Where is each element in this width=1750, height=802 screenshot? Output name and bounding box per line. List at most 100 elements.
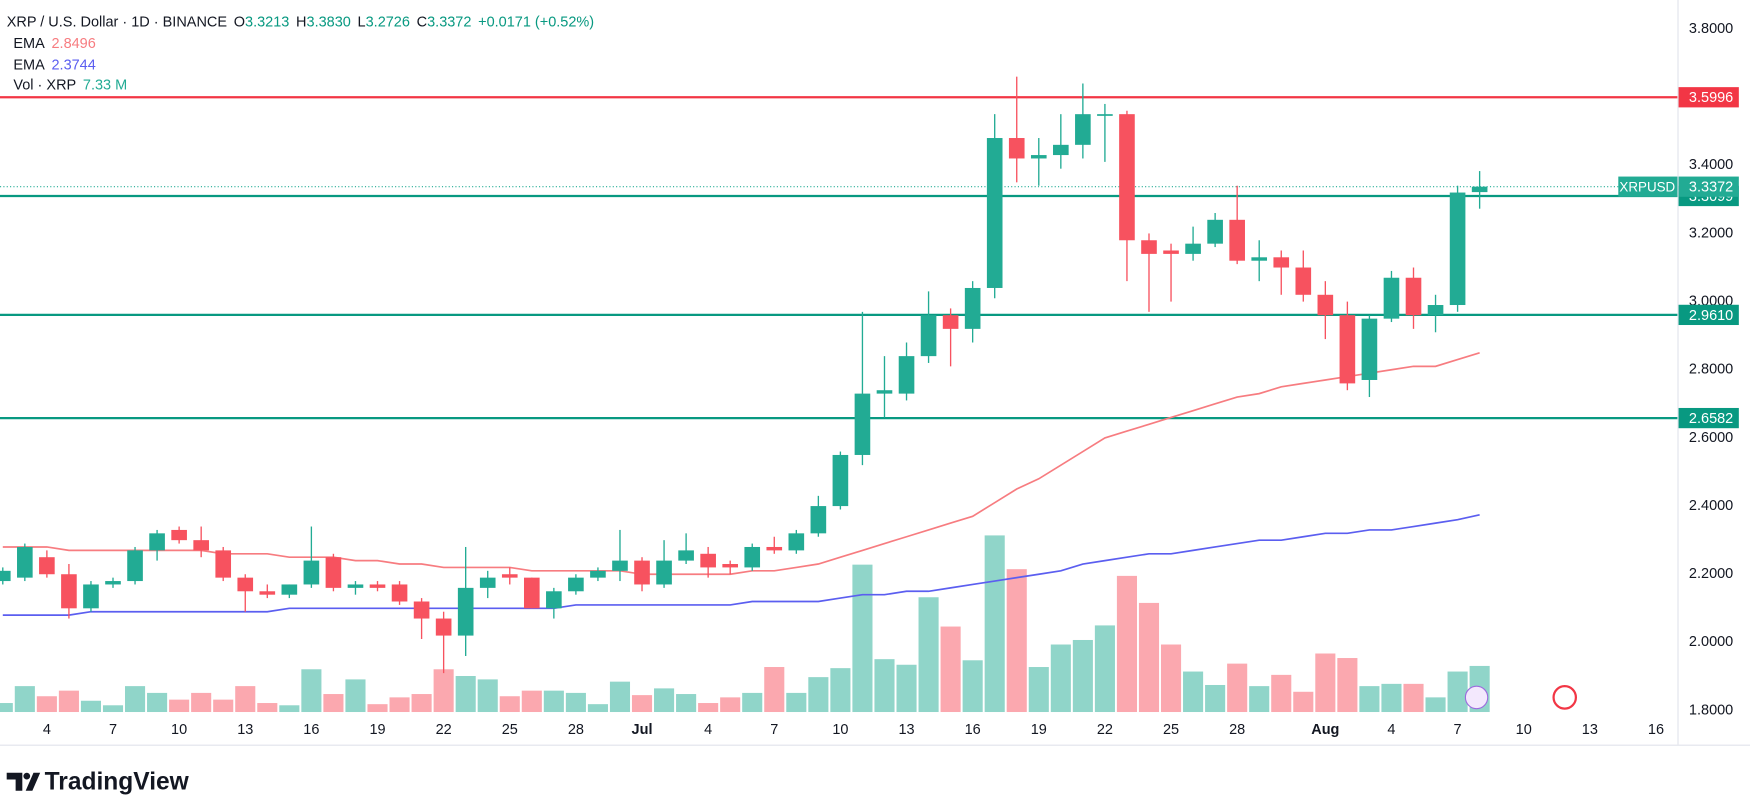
candle-body bbox=[0, 570, 11, 582]
candle-body bbox=[1163, 250, 1179, 254]
candle-body bbox=[832, 454, 849, 507]
y-tick-label: 2.2000 bbox=[1689, 566, 1733, 582]
x-tick-label: 4 bbox=[43, 722, 51, 738]
candle-body bbox=[39, 557, 55, 575]
candle-body bbox=[413, 601, 430, 619]
candle-body bbox=[1185, 243, 1201, 254]
candle-body bbox=[1251, 257, 1268, 261]
level-label: 3.5996 bbox=[1689, 90, 1733, 106]
candle-body bbox=[127, 550, 143, 582]
candle-body bbox=[1141, 240, 1157, 254]
candle-body bbox=[1053, 144, 1069, 156]
volume-bar bbox=[499, 696, 520, 713]
y-tick-label: 3.8000 bbox=[1689, 21, 1733, 37]
volume-bar bbox=[676, 694, 697, 713]
volume-bar bbox=[720, 697, 741, 713]
o-label: O bbox=[234, 14, 245, 30]
volume-bar bbox=[1447, 671, 1468, 713]
level-tag bbox=[1678, 87, 1739, 108]
candle-body bbox=[237, 577, 254, 592]
candle-body bbox=[171, 529, 187, 541]
candle-body bbox=[61, 574, 77, 609]
ema-line bbox=[2, 352, 1480, 576]
svg-text:XRP / U.S. Dollar · 1D · BINAN: XRP / U.S. Dollar · 1D · BINANCE O3.3213 H… bbox=[7, 14, 594, 30]
volume-bar bbox=[962, 660, 983, 713]
x-tick-label: 19 bbox=[369, 722, 385, 738]
ema-name: EMA bbox=[13, 36, 45, 52]
candle-body bbox=[1361, 318, 1378, 380]
volume-bar bbox=[631, 695, 653, 713]
h-value: 3.3830 bbox=[307, 14, 351, 30]
candle-body bbox=[1339, 315, 1356, 384]
event-icons bbox=[1464, 685, 1578, 710]
volume-bar bbox=[521, 690, 542, 713]
volume-bar bbox=[1271, 674, 1292, 713]
o-value: 3.3213 bbox=[245, 14, 289, 30]
volume-bar bbox=[1315, 653, 1336, 713]
volume-bar bbox=[896, 664, 917, 713]
h-label: H bbox=[296, 14, 306, 30]
candle-body bbox=[766, 546, 783, 551]
symbol-label: XRPUSD bbox=[1619, 179, 1675, 194]
candle-body bbox=[193, 540, 209, 551]
candle-body bbox=[1427, 305, 1444, 316]
candle-body bbox=[898, 356, 915, 394]
candle-body bbox=[1295, 267, 1312, 295]
x-tick-label: 4 bbox=[704, 722, 712, 738]
x-tick-label: 7 bbox=[770, 722, 778, 738]
volume-bar bbox=[125, 686, 146, 713]
axes: 1.80002.00002.20002.40002.60002.80003.00… bbox=[43, 21, 1739, 738]
x-tick-label: 10 bbox=[832, 722, 848, 738]
volume-bar bbox=[1160, 644, 1182, 713]
volume-bar bbox=[14, 686, 35, 713]
x-tick-label: 16 bbox=[1648, 722, 1664, 738]
volume-bar bbox=[477, 679, 498, 713]
x-tick-label: 10 bbox=[171, 722, 187, 738]
candle-body bbox=[281, 584, 298, 595]
ema-value: 2.8496 bbox=[51, 36, 95, 52]
volume-bar bbox=[1293, 691, 1314, 713]
x-tick-label: 28 bbox=[1229, 722, 1245, 738]
candle-body bbox=[788, 533, 805, 551]
volume-bar bbox=[654, 688, 675, 713]
volume-bar bbox=[874, 659, 895, 713]
volume-bar bbox=[698, 703, 719, 713]
volume-bar bbox=[918, 597, 939, 713]
candle-body bbox=[1405, 277, 1422, 316]
candle-body bbox=[149, 533, 165, 551]
c-label: C bbox=[417, 14, 427, 30]
candle-body bbox=[612, 560, 628, 571]
level-tag bbox=[1678, 304, 1739, 326]
candle-body bbox=[964, 287, 981, 329]
volume-bar bbox=[147, 692, 168, 713]
volume-bar bbox=[1183, 671, 1204, 713]
candle-body bbox=[435, 618, 452, 636]
candle-body bbox=[986, 138, 1003, 288]
x-tick-label: 22 bbox=[1097, 722, 1113, 738]
vol-name: Vol · XRP bbox=[13, 77, 76, 93]
candle-body bbox=[1383, 277, 1400, 319]
volume-bar bbox=[345, 679, 366, 713]
candle-body bbox=[546, 591, 562, 609]
volume-bar bbox=[565, 692, 586, 713]
volume-bar bbox=[411, 694, 432, 713]
symbol-tag bbox=[1618, 176, 1678, 197]
volume-bar bbox=[1094, 625, 1115, 713]
candle-body bbox=[1471, 186, 1488, 193]
candle-body bbox=[744, 546, 761, 568]
candle-body bbox=[303, 560, 320, 585]
volume-bar bbox=[940, 626, 961, 713]
x-tick-label: 4 bbox=[1387, 722, 1395, 738]
volume-bar bbox=[80, 700, 102, 713]
candle-body bbox=[942, 315, 959, 329]
l-value: 3.2726 bbox=[366, 14, 410, 30]
l-label: L bbox=[358, 14, 366, 30]
x-tick-label: 28 bbox=[568, 722, 584, 738]
x-tick-label: 16 bbox=[965, 722, 981, 738]
candle-body bbox=[523, 577, 540, 609]
candle-body bbox=[17, 546, 33, 578]
volume-bar bbox=[0, 703, 13, 713]
